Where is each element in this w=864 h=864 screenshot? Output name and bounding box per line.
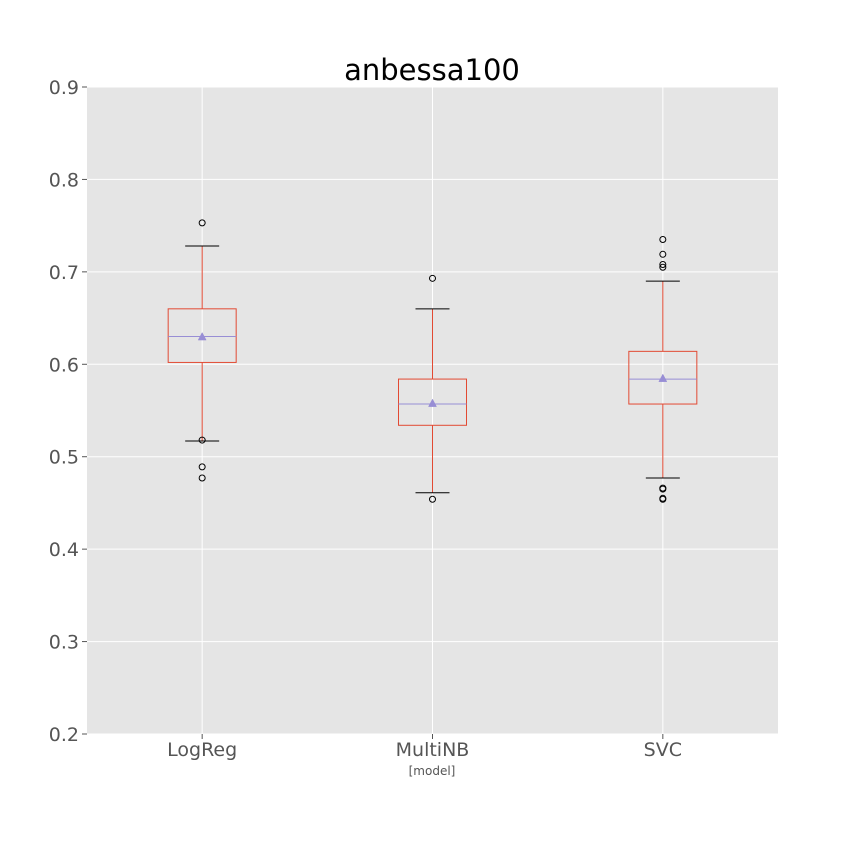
iqr-box xyxy=(167,308,237,363)
y-tick-label: 0.3 xyxy=(49,632,79,654)
chart-title: anbessa100 xyxy=(344,53,520,87)
y-tick-label: 0.4 xyxy=(49,539,79,561)
outlier-point xyxy=(429,274,436,282)
iqr-box xyxy=(398,378,467,426)
outlier-point xyxy=(659,236,667,244)
y-tick-label: 0.5 xyxy=(49,447,79,469)
x-axis: LogReg MultiNB SVC xyxy=(167,734,682,761)
boxes-layer xyxy=(167,219,698,503)
x-tick-label: SVC xyxy=(644,739,682,761)
box-group-logreg xyxy=(167,219,237,482)
outlier-point xyxy=(659,250,667,258)
y-tick-label: 0.8 xyxy=(49,169,79,191)
box-group-multinb xyxy=(398,274,467,503)
outlier-point xyxy=(659,260,667,268)
mean-marker xyxy=(197,332,207,341)
x-axis-label: [model] xyxy=(409,764,456,778)
outlier-point xyxy=(198,463,206,471)
outlier-point xyxy=(198,474,206,482)
y-tick-label: 0.9 xyxy=(49,77,79,99)
outlier-point xyxy=(659,263,667,271)
outlier-point xyxy=(429,495,436,503)
mean-marker xyxy=(658,373,668,382)
outlier-point xyxy=(659,485,667,493)
mean-marker xyxy=(428,398,437,407)
x-tick-label: MultiNB xyxy=(396,739,470,761)
outlier-point xyxy=(198,219,206,227)
iqr-box xyxy=(628,350,698,405)
box-group-svc xyxy=(628,236,698,503)
y-tick-label: 0.2 xyxy=(49,724,79,746)
outlier-point xyxy=(198,436,206,444)
y-tick-label: 0.7 xyxy=(49,262,79,284)
x-tick-label: LogReg xyxy=(167,739,237,761)
y-axis: 0.2 0.3 0.4 0.5 0.6 0.7 0.8 0.9 xyxy=(49,77,87,746)
y-tick-label: 0.6 xyxy=(49,354,79,376)
outlier-point xyxy=(659,495,667,503)
